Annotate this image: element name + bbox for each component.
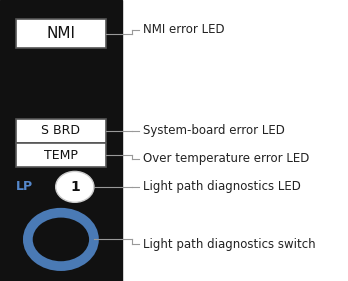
Text: NMI error LED: NMI error LED <box>143 23 224 36</box>
Text: NMI: NMI <box>46 26 76 41</box>
Text: System-board error LED: System-board error LED <box>143 124 285 137</box>
Text: Light path diagnostics switch: Light path diagnostics switch <box>143 238 315 251</box>
Circle shape <box>28 213 94 266</box>
Circle shape <box>56 171 94 202</box>
Text: TEMP: TEMP <box>44 149 78 162</box>
Text: Over temperature error LED: Over temperature error LED <box>143 152 309 165</box>
Bar <box>0 0 122 281</box>
FancyBboxPatch shape <box>16 119 106 143</box>
Text: LP: LP <box>16 180 33 193</box>
Text: S BRD: S BRD <box>41 124 80 137</box>
Text: 1: 1 <box>70 180 80 194</box>
Text: Light path diagnostics LED: Light path diagnostics LED <box>143 180 301 193</box>
FancyBboxPatch shape <box>16 143 106 167</box>
FancyBboxPatch shape <box>16 19 106 48</box>
